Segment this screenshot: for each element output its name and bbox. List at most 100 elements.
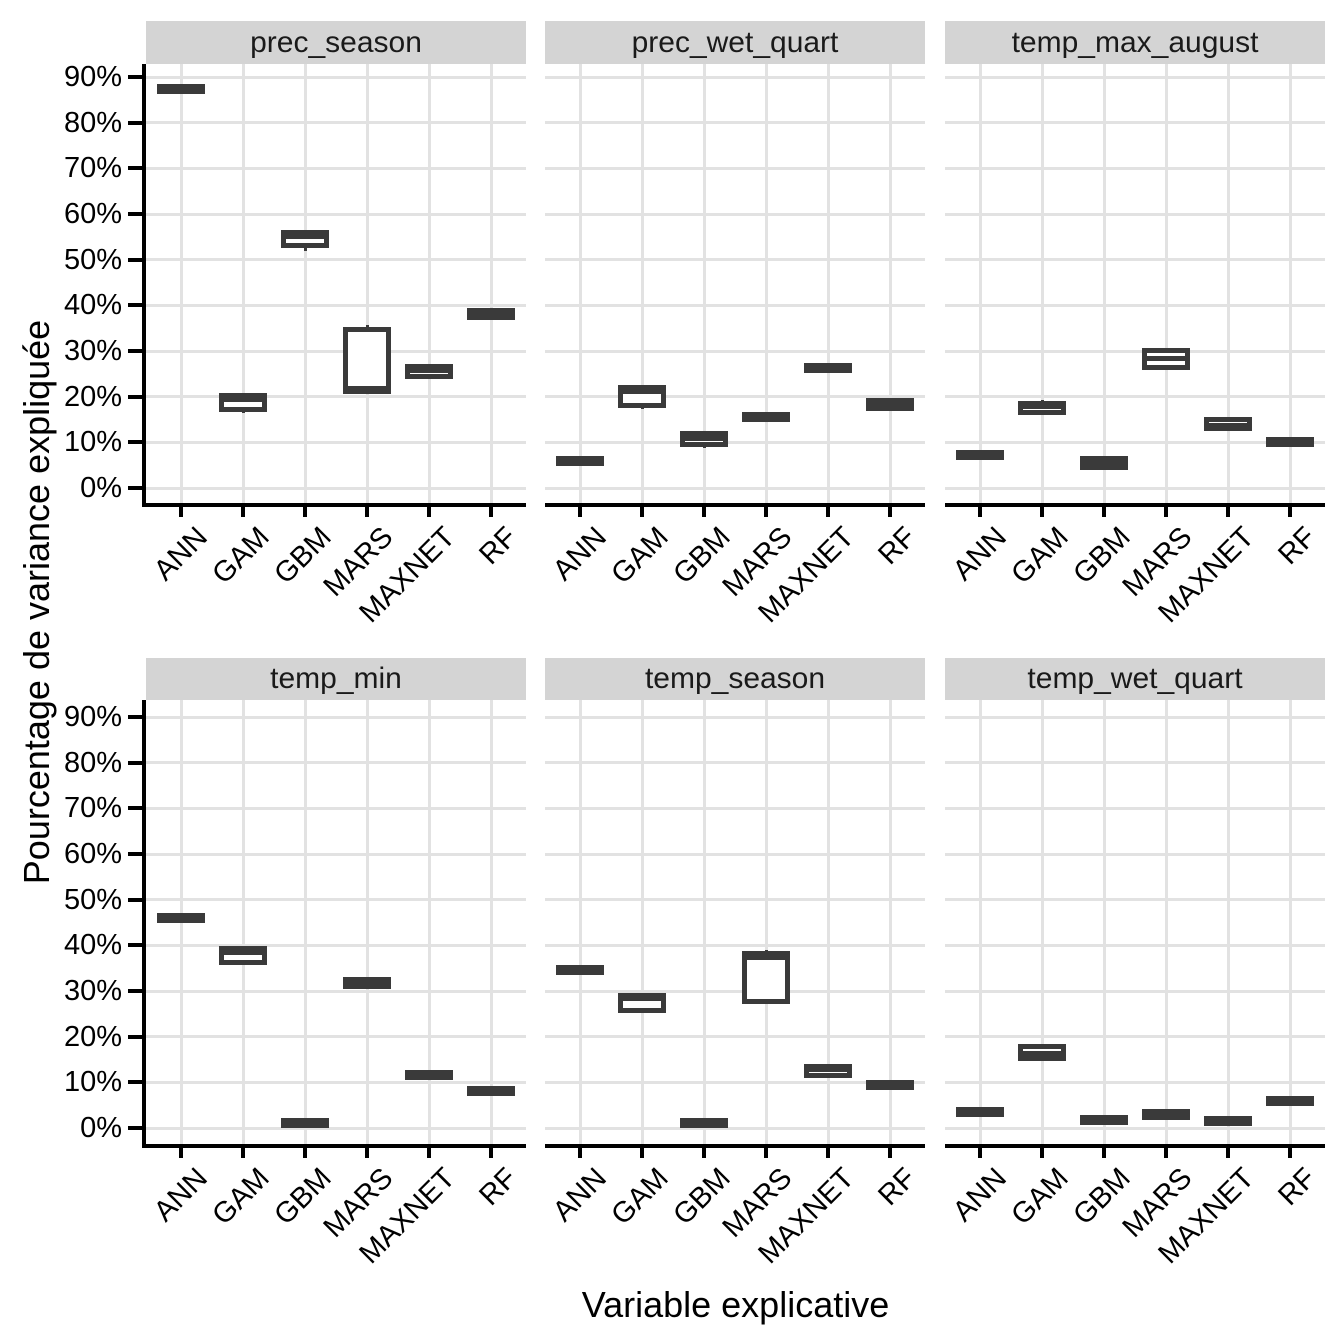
gridline-horizontal	[945, 806, 1325, 810]
gridline-horizontal	[146, 395, 526, 399]
gridline-vertical	[1102, 700, 1106, 1144]
gridline-horizontal	[146, 486, 526, 490]
boxplot-box	[742, 951, 790, 1005]
y-tick-label: 50%	[63, 883, 122, 916]
boxplot-median	[556, 457, 604, 463]
gridline-vertical	[489, 700, 493, 1144]
y-tick-label: 30%	[63, 975, 122, 1008]
y-tick-label: 80%	[63, 106, 122, 139]
gridline-vertical	[1040, 700, 1044, 1144]
x-axis-tick	[578, 507, 582, 517]
gridline-vertical	[640, 64, 644, 503]
gridline-vertical	[1226, 700, 1230, 1144]
y-axis-tick	[128, 349, 142, 354]
gridline-horizontal	[146, 761, 526, 765]
x-axis-line	[142, 1144, 526, 1148]
x-tick-label: RF	[1272, 1162, 1323, 1212]
gridline-horizontal	[945, 898, 1325, 902]
facet-strip: temp_max_august	[945, 21, 1325, 64]
x-tick-label: ANN	[147, 1162, 214, 1228]
y-tick-label: 80%	[63, 746, 122, 779]
gridline-vertical	[365, 700, 369, 1144]
y-tick-label: 50%	[63, 243, 122, 276]
boxplot-box	[219, 392, 267, 413]
gridline-vertical	[489, 64, 493, 503]
x-axis-line	[142, 503, 526, 507]
x-axis-line	[945, 1144, 1325, 1148]
gridline-vertical	[764, 64, 768, 503]
y-axis-tick	[128, 166, 142, 171]
gridline-horizontal	[945, 166, 1325, 170]
x-axis-tick	[427, 1148, 431, 1158]
gridline-vertical	[702, 700, 706, 1144]
gridline-vertical	[1226, 64, 1230, 503]
y-axis-tick	[128, 806, 142, 811]
x-axis-tick	[888, 1148, 892, 1158]
facet-strip: temp_season	[545, 658, 925, 700]
y-axis-tick	[128, 1126, 142, 1130]
x-axis-tick	[489, 1148, 493, 1158]
gridline-horizontal	[146, 121, 526, 125]
x-axis-tick	[764, 1148, 768, 1158]
gridline-vertical	[427, 64, 431, 503]
gridline-horizontal	[945, 989, 1325, 993]
gridline-vertical	[1288, 700, 1292, 1144]
facet-strip: prec_wet_quart	[545, 21, 925, 64]
boxplot-median	[804, 365, 852, 371]
gridline-horizontal	[545, 349, 925, 353]
facet-strip: prec_season	[146, 21, 526, 64]
boxplot-median	[618, 388, 666, 394]
gridline-horizontal	[146, 1080, 526, 1084]
y-axis-tick	[128, 120, 142, 125]
y-tick-label: 10%	[63, 1066, 122, 1099]
gridline-horizontal	[945, 1080, 1325, 1084]
boxplot-median	[343, 385, 391, 391]
y-tick-label: 0%	[80, 472, 122, 504]
gridline-horizontal	[945, 486, 1325, 490]
x-tick-label: RF	[473, 521, 524, 571]
x-tick-label: ANN	[546, 1162, 613, 1228]
boxplot-median	[866, 1082, 914, 1088]
gridline-horizontal	[545, 75, 925, 79]
boxplot-median	[1204, 1118, 1252, 1124]
gridline-horizontal	[545, 715, 925, 719]
boxplot-median	[1266, 1098, 1314, 1104]
gridline-vertical	[1288, 64, 1292, 503]
x-axis-tick	[365, 1148, 369, 1158]
y-tick-label: 0%	[80, 1112, 122, 1144]
y-tick-label: 70%	[63, 152, 122, 185]
boxplot-median	[343, 979, 391, 985]
gridline-horizontal	[945, 852, 1325, 856]
x-axis-tick	[365, 507, 369, 517]
gridline-horizontal	[945, 212, 1325, 216]
y-axis-tick	[128, 897, 142, 902]
x-tick-label: RF	[1272, 521, 1323, 571]
gridline-horizontal	[146, 75, 526, 79]
x-axis-tick	[826, 1148, 830, 1158]
x-tick-label: GAM	[1005, 521, 1075, 591]
y-tick-label: 90%	[63, 701, 122, 734]
y-axis-tick	[128, 760, 142, 765]
boxplot-median	[742, 955, 790, 961]
boxplot-median	[281, 234, 329, 240]
x-tick-label: GAM	[1005, 1162, 1075, 1232]
gridline-horizontal	[146, 852, 526, 856]
gridline-horizontal	[545, 258, 925, 262]
gridline-horizontal	[545, 121, 925, 125]
x-axis-tick	[1288, 507, 1292, 517]
x-axis-tick	[578, 1148, 582, 1158]
boxplot-median	[804, 1066, 852, 1072]
gridline-vertical	[640, 700, 644, 1144]
gridline-horizontal	[146, 303, 526, 307]
x-axis-line	[545, 503, 925, 507]
x-tick-label: ANN	[946, 1162, 1013, 1228]
y-axis-tick	[128, 440, 142, 445]
boxplot-median	[1204, 422, 1252, 428]
x-axis-tick	[978, 507, 982, 517]
gridline-horizontal	[146, 1035, 526, 1039]
x-axis-tick	[1040, 1148, 1044, 1158]
y-axis-tick	[128, 989, 142, 994]
boxplot-median	[219, 396, 267, 402]
y-axis-title: Pourcentage de variance expliquée	[16, 319, 57, 885]
